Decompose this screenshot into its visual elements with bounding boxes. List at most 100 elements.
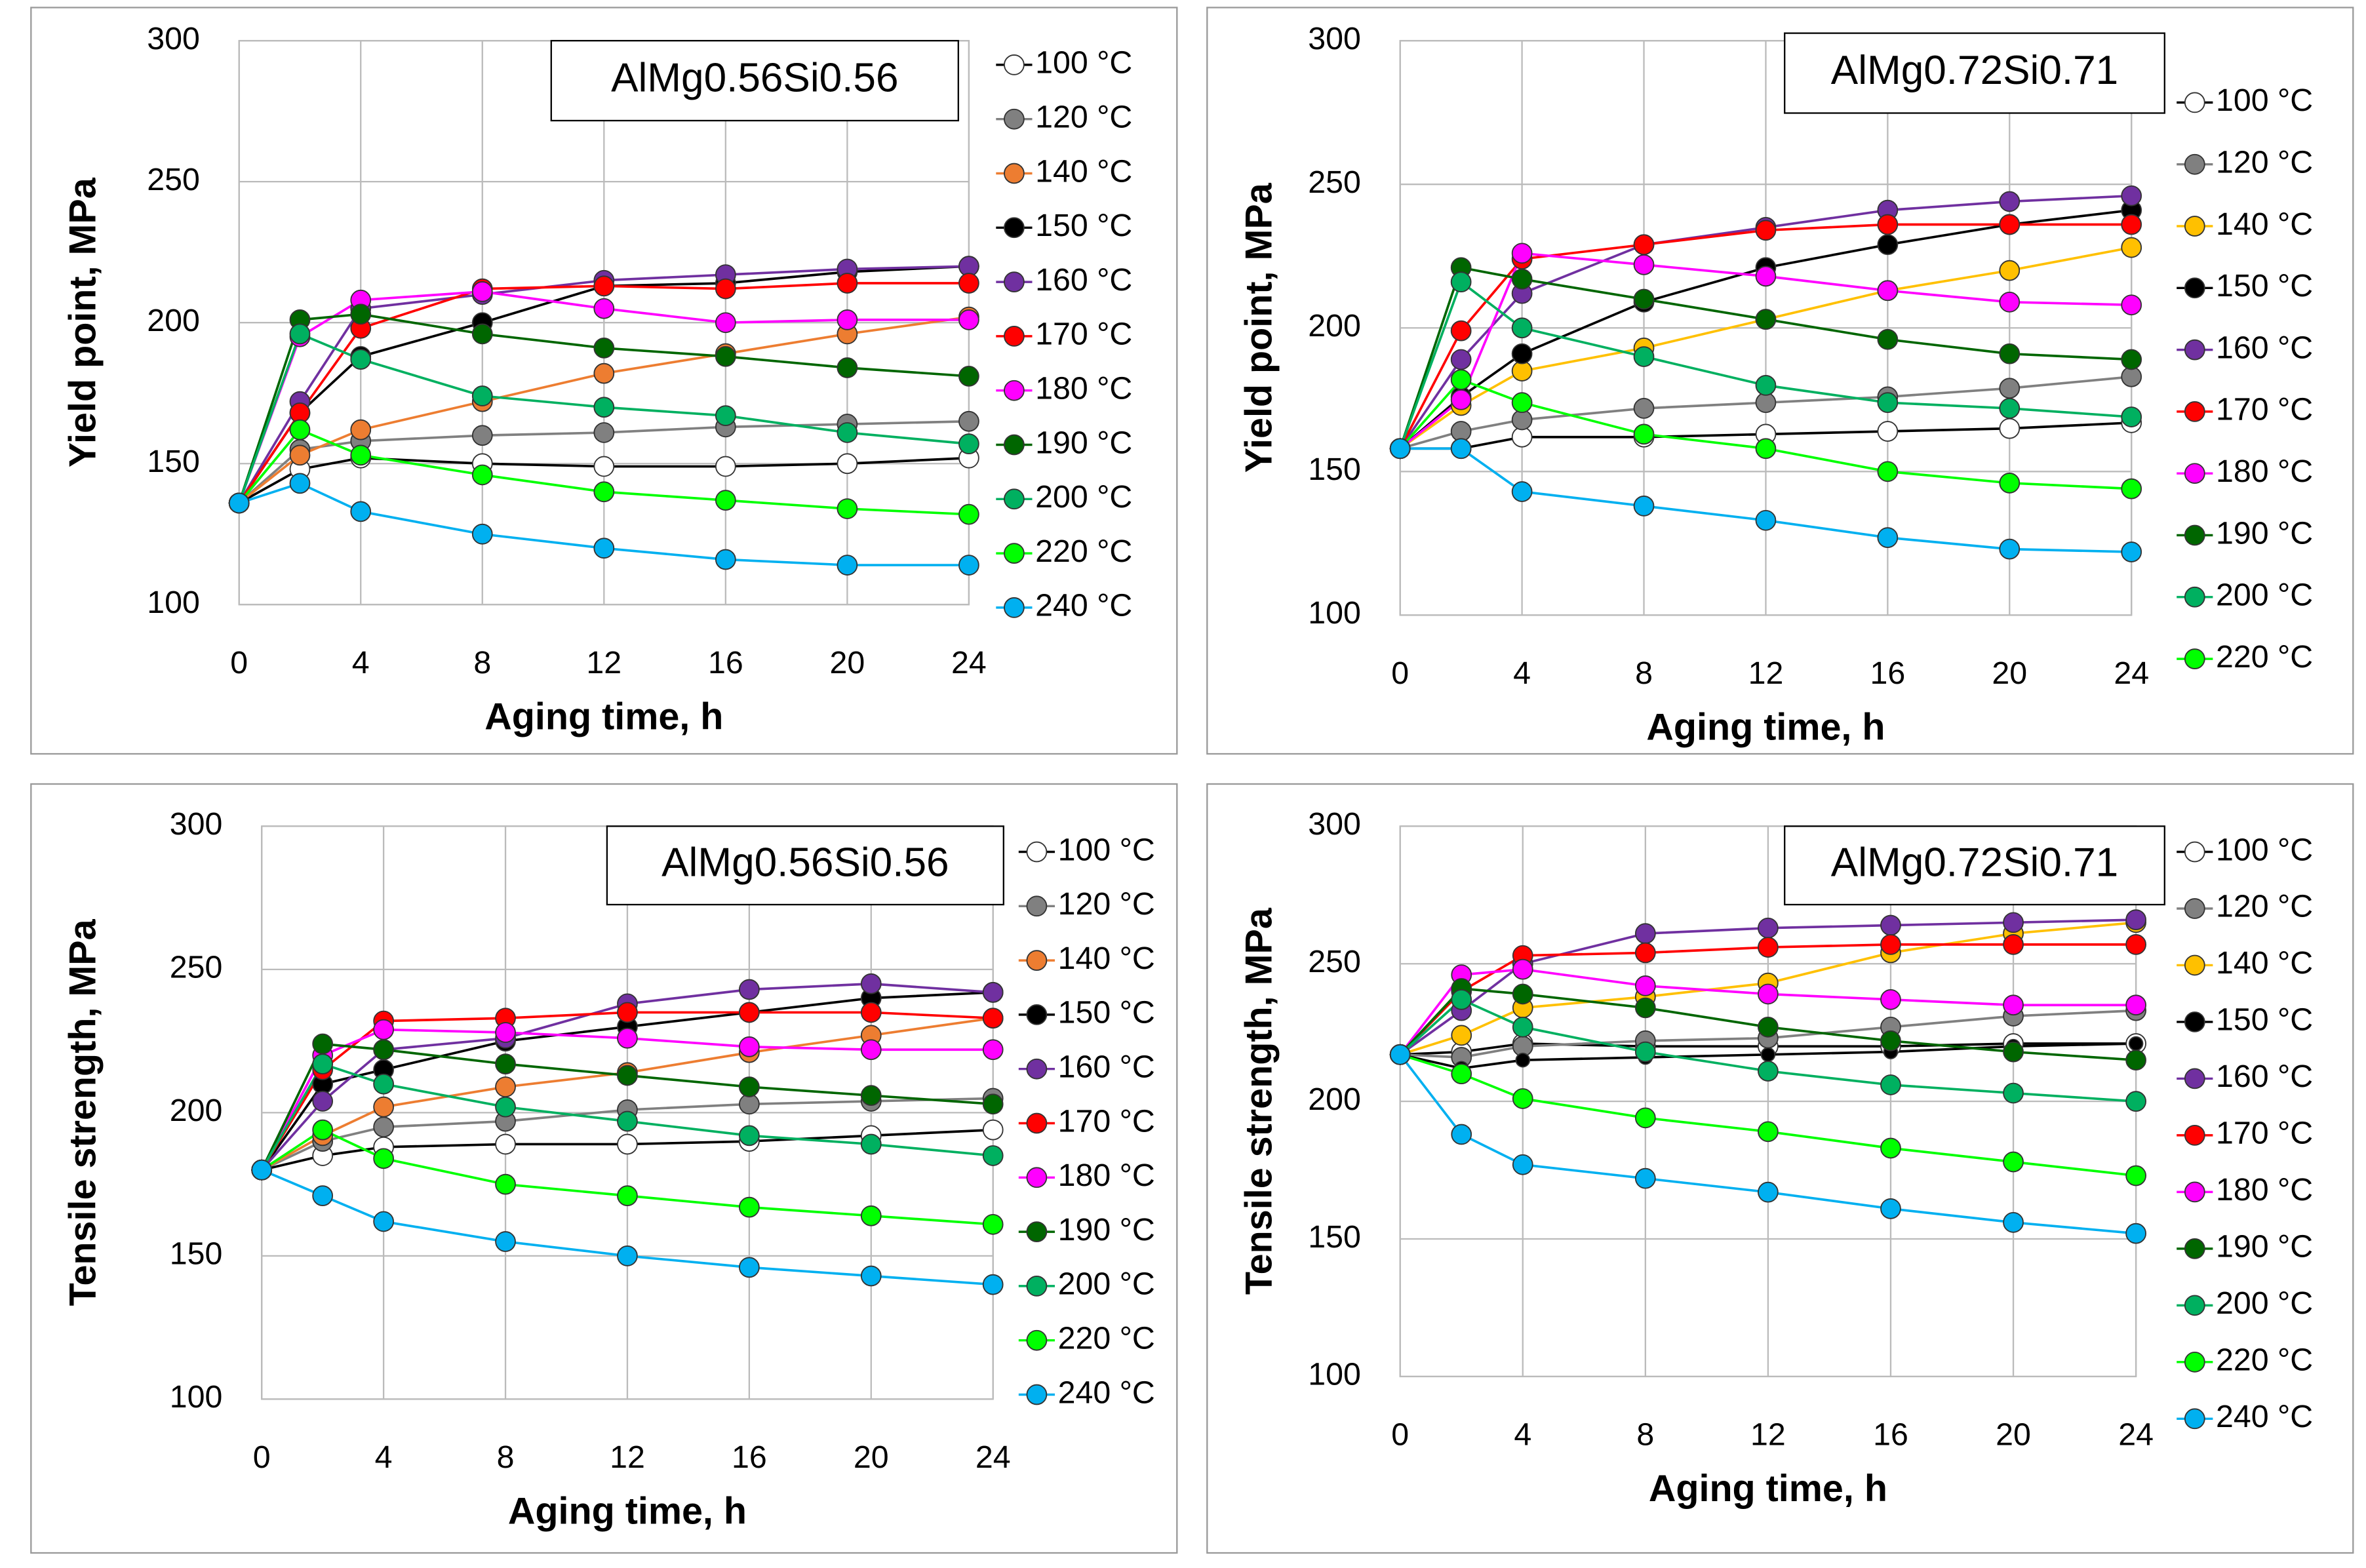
data-point xyxy=(958,503,979,525)
legend-label: 120 °C xyxy=(2216,889,2313,924)
data-point xyxy=(1880,1198,1901,1219)
y-axis-label: Tensile strength, MPa xyxy=(1238,907,1280,1295)
data-point xyxy=(860,973,882,994)
data-point xyxy=(860,1085,882,1107)
data-point xyxy=(715,345,736,367)
data-point xyxy=(1512,1016,1533,1038)
legend-swatch xyxy=(2184,401,2205,422)
data-point xyxy=(373,1116,394,1138)
data-point xyxy=(860,1002,882,1023)
x-tick-label: 8 xyxy=(497,1440,515,1475)
data-point xyxy=(958,433,979,455)
data-point xyxy=(289,444,311,466)
data-point xyxy=(2003,1211,2024,1233)
y-tick-label: 250 xyxy=(1308,165,1361,200)
data-point xyxy=(982,1274,1004,1295)
data-point xyxy=(1880,1074,1901,1095)
legend-label: 200 °C xyxy=(2216,1285,2313,1321)
data-point xyxy=(1755,375,1777,396)
data-point xyxy=(1511,343,1533,364)
y-tick-label: 100 xyxy=(147,585,200,620)
data-point xyxy=(471,281,493,302)
data-point xyxy=(1634,1041,1656,1063)
data-point xyxy=(738,979,760,1000)
series-line xyxy=(1399,1053,2137,1235)
data-point xyxy=(1633,398,1655,419)
data-point xyxy=(251,1159,273,1181)
series-line xyxy=(260,991,993,1171)
data-point xyxy=(1877,234,1899,256)
data-point xyxy=(2125,1091,2146,1112)
data-point xyxy=(1511,243,1533,264)
x-tick-label: 24 xyxy=(951,645,987,680)
data-point xyxy=(1877,461,1899,482)
data-point xyxy=(471,385,493,406)
x-tick-label: 8 xyxy=(1635,656,1653,691)
data-point xyxy=(1880,1030,1901,1051)
x-tick-label: 4 xyxy=(375,1440,393,1475)
data-point xyxy=(1450,438,1472,460)
data-point xyxy=(837,273,858,294)
series-line xyxy=(260,1028,993,1171)
data-point xyxy=(495,1076,516,1097)
data-point xyxy=(2125,1049,2146,1071)
legend-swatch xyxy=(2184,1068,2205,1089)
data-point xyxy=(1999,343,2021,364)
data-point xyxy=(715,278,736,300)
data-point xyxy=(312,1053,334,1074)
data-point xyxy=(1758,1121,1779,1143)
legend-swatch xyxy=(2184,586,2205,608)
data-point xyxy=(1451,1063,1472,1085)
data-point xyxy=(1633,234,1655,256)
data-point xyxy=(2121,237,2142,258)
legend-label: 120 °C xyxy=(2216,144,2313,180)
legend-label: 100 °C xyxy=(2216,832,2313,867)
data-point xyxy=(1634,1107,1656,1129)
x-tick-label: 4 xyxy=(1513,656,1531,691)
x-axis-label: Aging time, h xyxy=(1649,1468,1887,1510)
data-point xyxy=(1511,317,1533,339)
legend-swatch xyxy=(1026,1329,1048,1351)
data-point xyxy=(617,1185,638,1206)
data-point xyxy=(982,981,1004,1003)
legend-label: 160 °C xyxy=(1035,262,1132,298)
data-point xyxy=(1877,328,1899,350)
data-point xyxy=(495,1053,516,1074)
data-point xyxy=(1450,320,1472,342)
series-line xyxy=(1400,447,2132,553)
data-point xyxy=(350,444,372,466)
data-point xyxy=(471,523,493,545)
legend-label: 150 °C xyxy=(1058,995,1155,1030)
legend-label: 200 °C xyxy=(2216,578,2313,613)
y-axis-label: Yield point, MPa xyxy=(62,177,104,467)
legend-swatch xyxy=(1004,163,1025,184)
legend-label: 160 °C xyxy=(2216,1059,2313,1094)
legend-label: 190 °C xyxy=(1058,1212,1155,1247)
data-point xyxy=(289,323,311,345)
data-point xyxy=(1389,438,1411,460)
panel-border xyxy=(30,783,1178,1554)
data-point xyxy=(471,425,493,446)
data-point xyxy=(1451,1124,1472,1145)
data-point xyxy=(617,1002,638,1023)
data-point xyxy=(495,1022,516,1043)
x-tick-label: 8 xyxy=(473,645,491,680)
y-tick-label: 150 xyxy=(1308,1219,1361,1255)
data-point xyxy=(350,501,372,522)
series-line xyxy=(260,982,993,1171)
data-point xyxy=(1450,349,1472,370)
legend-swatch xyxy=(2184,153,2205,175)
legend-label: 220 °C xyxy=(2216,1343,2313,1378)
legend-swatch xyxy=(1026,1004,1048,1025)
data-point xyxy=(495,1173,516,1195)
data-point xyxy=(837,453,858,475)
data-point xyxy=(1880,914,1901,936)
y-tick-label: 100 xyxy=(170,1379,223,1415)
data-point xyxy=(1880,1137,1901,1159)
legend-label: 220 °C xyxy=(2216,639,2313,675)
legend-swatch xyxy=(1026,1167,1048,1188)
data-point xyxy=(1999,418,2021,439)
data-point xyxy=(1758,1181,1779,1203)
data-point xyxy=(1877,421,1899,442)
legend-swatch xyxy=(1026,841,1048,863)
